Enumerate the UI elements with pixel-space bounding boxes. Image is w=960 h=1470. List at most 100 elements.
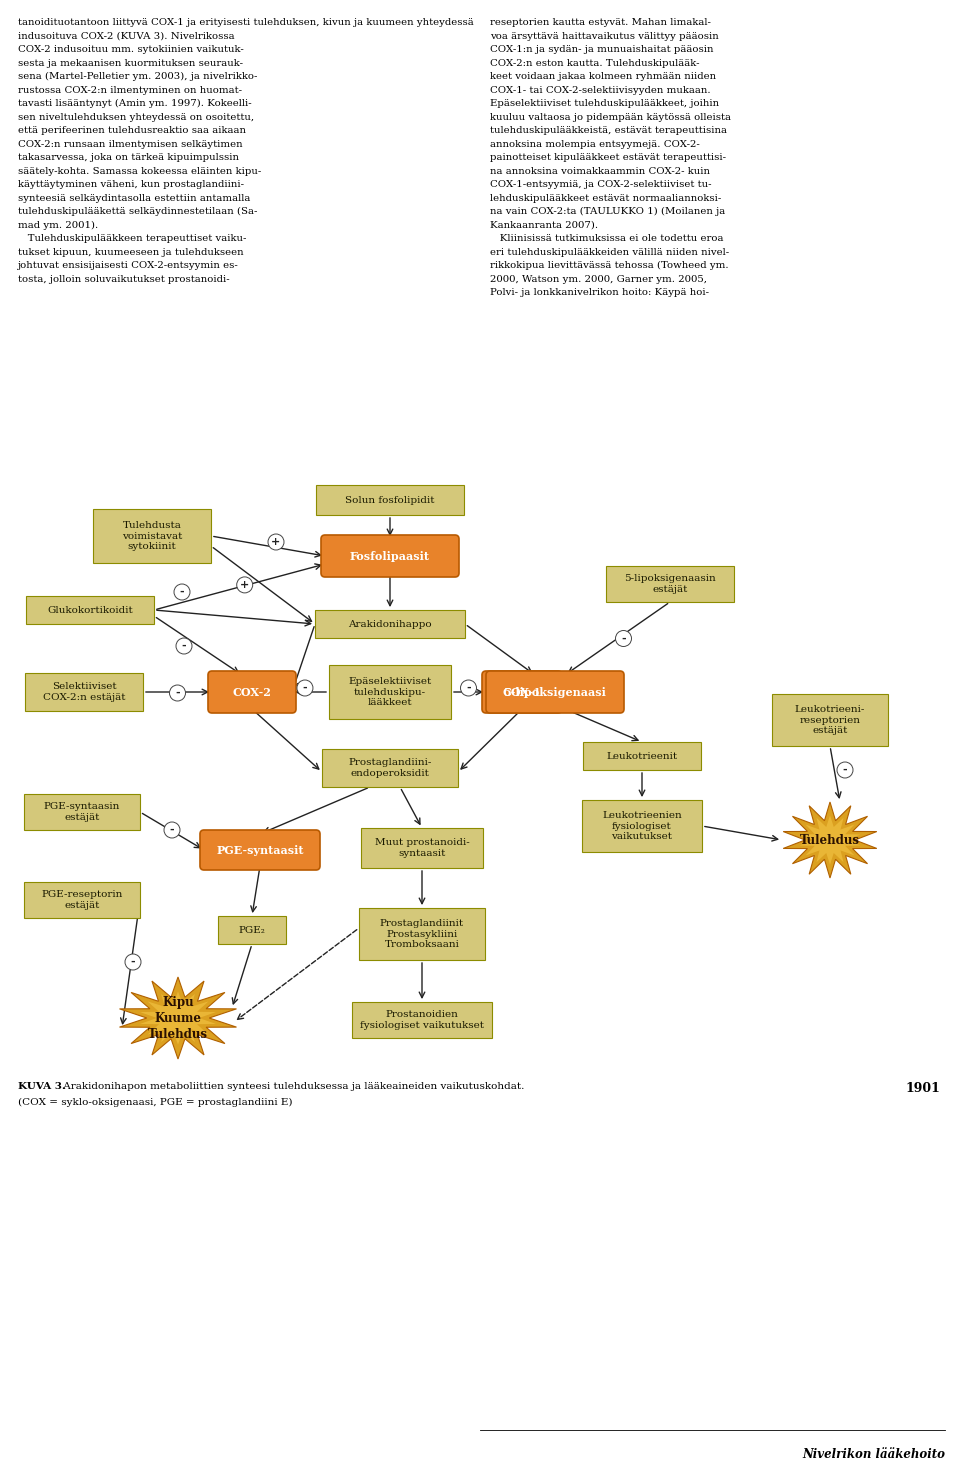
Text: tavasti lisääntynyt (Amin ym. 1997). Kokeelli-: tavasti lisääntynyt (Amin ym. 1997). Kok… [18,98,252,109]
Text: Selektiiviset
COX-2:n estäjät: Selektiiviset COX-2:n estäjät [43,682,125,701]
Text: Epäselektiiviset
tulehduskipu-
lääkkeet: Epäselektiiviset tulehduskipu- lääkkeet [348,676,432,707]
Text: COX-2:n eston kautta. Tulehduskipulääk-: COX-2:n eston kautta. Tulehduskipulääk- [490,59,700,68]
Text: säätely­kohta. Samassa kokeessa eläinten kipu-: säätely­kohta. Samassa kokeessa eläinten… [18,166,261,175]
Text: 2000, Watson ym. 2000, Garner ym. 2005,: 2000, Watson ym. 2000, Garner ym. 2005, [490,275,707,284]
Text: rustossa COX-2:n ilmentyminen on huomat-: rustossa COX-2:n ilmentyminen on huomat- [18,85,242,94]
Text: Glukokortikoidit: Glukokortikoidit [47,606,132,614]
FancyBboxPatch shape [93,509,211,563]
Polygon shape [800,816,860,864]
Polygon shape [783,803,876,878]
Text: Arakidonihappo: Arakidonihappo [348,619,432,629]
Text: Kliinisissä tutkimuksissa ei ole todettu eroa: Kliinisissä tutkimuksissa ei ole todettu… [490,234,724,243]
Text: tukset kipuun, kuumeeseen ja tulehdukseen: tukset kipuun, kuumeeseen ja tulehduksee… [18,247,244,256]
FancyBboxPatch shape [606,566,734,603]
Text: 5-lipoksigenaasin
estäjät: 5-lipoksigenaasin estäjät [624,575,716,594]
Circle shape [125,954,141,970]
Text: Epäselektiiviset tulehduskipulääkkeet, joihin: Epäselektiiviset tulehduskipulääkkeet, j… [490,98,719,107]
Circle shape [837,761,853,778]
FancyBboxPatch shape [24,882,140,917]
Text: Kankaanranta 2007).: Kankaanranta 2007). [490,220,598,229]
Text: KUVA 3.: KUVA 3. [18,1082,65,1091]
Text: na annoksina voimakkaammin COX-2- kuin: na annoksina voimakkaammin COX-2- kuin [490,166,710,175]
Text: PGE₂: PGE₂ [239,926,265,935]
Text: Nivelrikon lääkehoito: Nivelrikon lääkehoito [802,1448,945,1461]
Circle shape [164,822,180,838]
Text: tulehduskipulääkkeistä, estävät terapeuttisina: tulehduskipulääkkeistä, estävät terapeut… [490,126,727,135]
Text: +: + [272,537,280,547]
Text: tosta, jolloin soluvaikutukset prostanoidi-: tosta, jolloin soluvaikutukset prostanoi… [18,275,229,284]
Text: -: - [181,641,186,651]
Text: Prostaglandiinit
Prostasykliini
Tromboksaani: Prostaglandiinit Prostasykliini Tromboks… [380,919,464,950]
Text: Tulehdusta
voimistavat
sytokiinit: Tulehdusta voimistavat sytokiinit [122,520,182,551]
Text: Tulehduskipulääkkeen terapeuttiset vaiku-: Tulehduskipulääkkeen terapeuttiset vaiku… [18,234,247,243]
Text: annoksina molempia entsyymejä. COX-2-: annoksina molempia entsyymejä. COX-2- [490,140,700,148]
Text: kuuluu valtaosa jo pidempään käytössä olleista: kuuluu valtaosa jo pidempään käytössä ol… [490,113,731,122]
FancyBboxPatch shape [25,673,143,711]
FancyBboxPatch shape [26,595,154,623]
Text: COX-1: COX-1 [503,686,541,697]
Text: indusoituva COX-2 (KUVA 3). Nivelrikossa: indusoituva COX-2 (KUVA 3). Nivelrikossa [18,31,234,41]
FancyBboxPatch shape [321,535,459,578]
Circle shape [297,681,313,695]
Text: takasarvessa, joka on tärkeä kipuimpulssin: takasarvessa, joka on tärkeä kipuimpulss… [18,153,239,162]
Text: -: - [175,688,180,698]
Text: -: - [467,684,470,692]
FancyBboxPatch shape [315,610,465,638]
FancyBboxPatch shape [329,664,451,719]
Text: Leukotrieenit: Leukotrieenit [607,751,678,760]
Text: -: - [621,634,626,644]
Text: +: + [240,579,250,589]
Text: Muut prostanoidi-
syntaasit: Muut prostanoidi- syntaasit [374,838,469,858]
Text: -: - [170,825,175,835]
Text: tulehduskipulääkettä selkäydinnestetilaan (Sa-: tulehduskipulääkettä selkäydinnestetilaa… [18,207,257,216]
Text: COX-2 indusoituu mm. sytokiinien vaikutuk-: COX-2 indusoituu mm. sytokiinien vaikutu… [18,46,244,54]
Text: PGE-reseptorin
estäjät: PGE-reseptorin estäjät [41,891,123,910]
Text: -: - [180,587,184,597]
Text: eri tulehduskipulääkkeiden välillä niiden nivel-: eri tulehduskipulääkkeiden välillä niide… [490,247,730,256]
Circle shape [615,631,632,647]
FancyBboxPatch shape [208,670,296,713]
FancyBboxPatch shape [218,916,286,944]
Text: Tulehdus: Tulehdus [800,833,860,847]
Text: Polvi- ja lonkkanivelrikon hoito: Käypä hoi-: Polvi- ja lonkkanivelrikon hoito: Käypä … [490,288,709,297]
Text: painotteiset kipulääkkeet estävät terapeuttisi-: painotteiset kipulääkkeet estävät terape… [490,153,726,162]
FancyBboxPatch shape [322,750,458,786]
Text: Leukotrieeni-
reseptorien
estäjät: Leukotrieeni- reseptorien estäjät [795,704,865,735]
Text: COX-1- tai COX-2-selektiivisyyden mukaan.: COX-1- tai COX-2-selektiivisyyden mukaan… [490,85,710,94]
Text: sena (Martel-Pelletier ym. 2003), ja nivelrikko-: sena (Martel-Pelletier ym. 2003), ja niv… [18,72,257,81]
Text: lehduskipulääkkeet estävät normaaliannoksi-: lehduskipulääkkeet estävät normaaliannok… [490,194,721,203]
Text: -: - [131,957,135,967]
Text: -: - [843,764,848,775]
Circle shape [461,681,476,695]
Text: 1901: 1901 [905,1082,940,1095]
Text: reseptorien kautta estyvät. Mahan limakal-: reseptorien kautta estyvät. Mahan limaka… [490,18,710,26]
Text: Arakidonihapon metaboliittien synteesi tulehduksessa ja lääkeaineiden vaikutusko: Arakidonihapon metaboliittien synteesi t… [60,1082,524,1091]
Text: 5-lipoksigenaasi: 5-lipoksigenaasi [504,686,607,697]
Text: PGE-syntaasin
estäjät: PGE-syntaasin estäjät [44,803,120,822]
Text: PGE-syntaasit: PGE-syntaasit [216,844,303,856]
FancyBboxPatch shape [583,742,701,770]
FancyBboxPatch shape [772,694,888,745]
FancyBboxPatch shape [359,908,485,960]
Text: sesta ja mekaanisen kuormituksen seurauk-: sesta ja mekaanisen kuormituksen seurauk… [18,59,243,68]
FancyBboxPatch shape [316,485,464,514]
Circle shape [176,638,192,654]
Text: käyttäytyminen väheni, kun prostaglandiini-: käyttäytyminen väheni, kun prostaglandii… [18,179,244,190]
Text: synteesiä selkäydintasolla estettiin antamalla: synteesiä selkäydintasolla estettiin ant… [18,194,251,203]
Text: na vain COX-2:ta (TAULUKKO 1) (Moilanen ja: na vain COX-2:ta (TAULUKKO 1) (Moilanen … [490,207,725,216]
Text: johtuvat ensisijaisesti COX-2-entsyymin es-: johtuvat ensisijaisesti COX-2-entsyymin … [18,262,239,270]
Circle shape [170,685,185,701]
Text: COX-1:n ja sydän- ja munuaishaitat pääosin: COX-1:n ja sydän- ja munuaishaitat pääos… [490,46,713,54]
Text: voa ärsyttävä haittavaikutus välittyy pääosin: voa ärsyttävä haittavaikutus välittyy pä… [490,31,719,41]
FancyBboxPatch shape [582,800,702,853]
FancyBboxPatch shape [200,831,320,870]
Text: Solun fosfolipidit: Solun fosfolipidit [346,495,435,504]
Text: sen niveltulehduksen yhteydessä on osoitettu,: sen niveltulehduksen yhteydessä on osoit… [18,113,254,122]
Circle shape [268,534,284,550]
Text: COX-2:n runsaan ilmentymisen selkäytimen: COX-2:n runsaan ilmentymisen selkäytimen [18,140,243,148]
Text: -: - [302,684,307,692]
FancyBboxPatch shape [24,794,140,831]
FancyBboxPatch shape [486,670,624,713]
Text: Prostaglandiini-
endoperoksidit: Prostaglandiini- endoperoksidit [348,759,432,778]
Text: Fosfolipaasit: Fosfolipaasit [350,550,430,562]
